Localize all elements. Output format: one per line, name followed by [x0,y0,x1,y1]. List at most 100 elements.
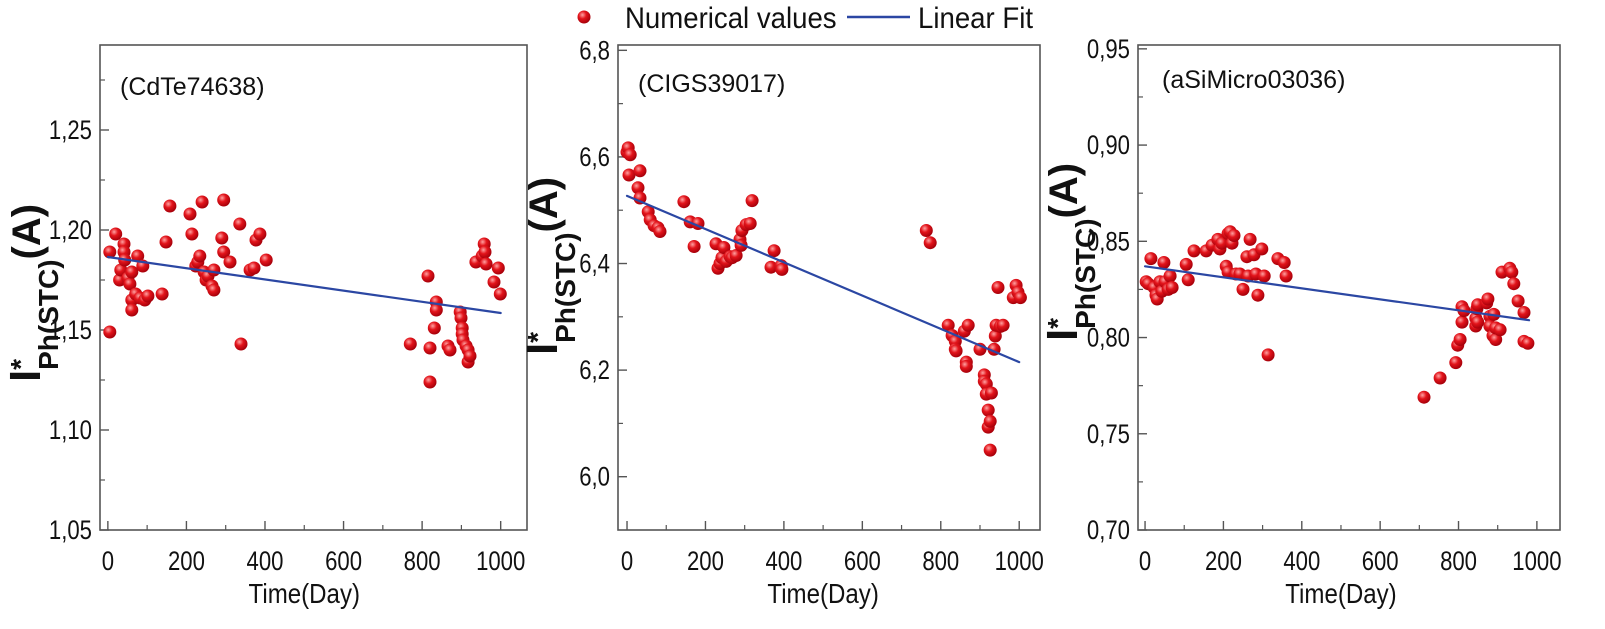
y-tick-label: 1,25 [49,116,92,146]
data-point [131,249,145,263]
data-point [983,414,997,428]
data-point [123,277,137,291]
data-point [996,318,1010,332]
y-tick-label: 6,0 [579,463,610,493]
x-tick-label: 1000 [995,547,1044,577]
y-axis-label-superscript: * [522,332,553,343]
data-point [1489,333,1503,346]
data-point [103,245,117,259]
panel-label: (CdTe74638) [120,73,265,101]
plot-frame [99,44,528,531]
plot-frame [1137,44,1561,531]
y-tick-label: 6,4 [579,250,610,280]
x-axis-label: Time(Day) [767,577,878,609]
data-points [103,193,507,389]
y-axis-label: I*Ph(STC)(A) [518,177,581,355]
x-tick-label: 400 [1283,547,1320,577]
data-point [259,253,273,267]
data-point [223,255,237,269]
data-point [125,265,139,279]
data-point [633,191,647,205]
data-point [1453,333,1467,346]
legend-point-marker [577,10,591,24]
data-point [988,329,1002,343]
data-point [1181,273,1195,287]
x-tick-label: 0 [621,547,633,577]
data-point [493,287,507,301]
chart-panel-1: 1,05 1,10 1,15 1,20 1,25 0 200 400 600 800 1000 Tim… [1,44,528,609]
x-tick-label: 600 [1362,547,1399,577]
x-tick-label: 1000 [476,547,525,577]
y-axis-label-superscript: * [5,359,36,370]
data-point [103,325,117,339]
data-point [421,269,435,283]
y-tick-label: 0,95 [1087,35,1130,65]
data-point [233,217,247,231]
data-point [1493,323,1507,337]
y-tick-label: 0,80 [1087,324,1130,354]
data-point [141,289,155,303]
legend-fit-label: Linear Fit [918,2,1033,35]
y-tick-label: 6,2 [579,356,610,386]
data-point [423,375,437,389]
data-point [729,249,743,262]
data-point [479,257,493,271]
x-axis-label: Time(Day) [249,577,360,609]
data-point [959,359,973,373]
legend: Numerical values Linear Fit [577,2,1033,35]
x-tick-label: 400 [765,547,802,577]
x-tick-label: 200 [1205,547,1242,577]
data-point [653,225,667,238]
data-point [623,148,637,162]
x-tick-label: 600 [325,547,362,577]
data-point [155,287,169,301]
y-tick-label: 0,70 [1087,516,1130,546]
x-tick-label: 200 [687,547,724,577]
data-point [775,262,789,276]
data-point [1471,315,1485,329]
data-point [253,227,267,241]
y-axis-label-unit: (A) [522,177,566,233]
data-point [1227,229,1241,242]
data-point [981,403,995,417]
data-point [109,227,123,241]
x-tick-label: 400 [247,547,284,577]
data-point [1157,256,1171,269]
data-point [622,168,636,182]
data-point [949,344,963,358]
data-point [745,194,759,208]
data-point [1417,390,1431,404]
x-tick-label: 200 [168,547,205,577]
data-point [1243,232,1257,246]
panel-label: (CIGS39017) [638,70,785,98]
y-tick-label: 1,10 [49,416,92,446]
data-point [743,217,757,230]
data-point [1449,356,1463,370]
data-point [193,249,207,263]
data-point [923,236,937,250]
y-axis-label-superscript: * [1042,318,1073,329]
data-point [195,195,209,209]
x-tick-label: 600 [844,547,881,577]
y-axis-label-main: I [518,343,567,355]
data-point [1251,288,1265,302]
x-axis-label: Time(Day) [1285,577,1396,609]
data-point [159,235,173,249]
y-axis-label-subscript: Ph(STC) [550,232,581,342]
data-point [1433,371,1447,385]
data-point [207,283,221,297]
y-axis-label-unit: (A) [5,204,49,260]
data-point [423,341,437,355]
data-point [207,263,221,277]
data-point [491,261,505,275]
y-tick-label: 1,20 [49,216,92,246]
data-point [677,195,691,209]
data-point [163,199,177,213]
data-point [217,193,231,207]
y-tick-label: 1,15 [49,316,92,346]
data-point [454,311,468,325]
x-tick-label: 0 [1139,547,1151,577]
data-point [1257,269,1271,283]
data-point [1179,257,1193,271]
